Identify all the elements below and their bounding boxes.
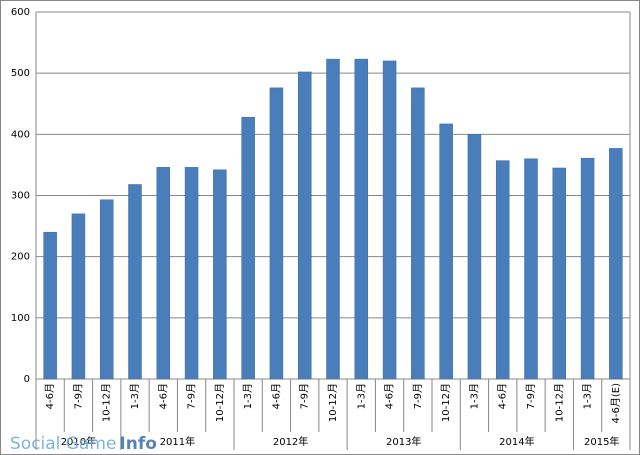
watermark-text: Social Game <box>10 434 116 454</box>
bar <box>411 87 425 380</box>
x-tick-label: 10-12月 <box>101 383 113 422</box>
x-tick-label: 4-6月 <box>384 383 396 409</box>
group-label: 2013年 <box>386 435 421 448</box>
x-tick-label: 10-12月 <box>440 383 452 422</box>
bar <box>297 71 312 380</box>
bar <box>99 199 114 380</box>
bar <box>439 123 453 380</box>
x-tick-label: 7-9月 <box>299 383 311 409</box>
bar <box>467 134 482 380</box>
y-tick-label: 200 <box>11 252 30 263</box>
bar <box>128 184 142 380</box>
bar <box>326 58 340 380</box>
x-tick-label: 1-3月 <box>242 383 254 409</box>
x-tick-label: 1-3月 <box>355 383 367 409</box>
x-tick-label: 1-3月 <box>468 383 480 409</box>
bar <box>184 167 199 380</box>
bar <box>269 87 284 380</box>
bar <box>71 213 86 380</box>
group-label: 2010年 <box>61 435 96 448</box>
x-tick-label: 10-12月 <box>327 383 339 422</box>
y-tick-label: 500 <box>11 68 30 79</box>
y-tick-label: 0 <box>24 374 30 385</box>
bar <box>580 157 595 380</box>
group-label: 2012年 <box>273 435 308 448</box>
bar <box>354 58 369 380</box>
x-tick-label: 1-3月 <box>129 383 141 409</box>
x-tick-label: 4-6月 <box>497 383 509 409</box>
y-tick-label: 300 <box>11 191 30 202</box>
bar <box>524 158 538 380</box>
x-tick-label: 7-9月 <box>525 383 537 409</box>
x-tick-label: 7-9月 <box>72 383 84 409</box>
x-tick-label: 7-9月 <box>186 383 198 409</box>
y-tick-label: 600 <box>11 7 30 18</box>
bar <box>241 116 255 380</box>
x-tick-label: 1-3月 <box>582 383 594 409</box>
watermark-bold: Info <box>119 434 157 454</box>
x-tick-label: 7-9月 <box>412 383 424 409</box>
x-tick-label: 4-6月(E) <box>610 383 622 424</box>
bar <box>552 167 567 380</box>
x-tick-label: 10-12月 <box>553 383 565 422</box>
bar <box>43 231 57 380</box>
bar <box>382 60 397 380</box>
x-tick-label: 10-12月 <box>214 383 226 422</box>
y-tick-label: 100 <box>11 313 30 324</box>
watermark: Social Game Info <box>10 434 157 454</box>
group-label: 2011年 <box>160 435 195 448</box>
group-label: 2014年 <box>499 435 534 448</box>
bar <box>495 160 510 380</box>
x-tick-label: 4-6月 <box>270 383 282 409</box>
bar <box>156 167 171 380</box>
y-tick-label: 400 <box>11 129 30 140</box>
bar <box>213 169 227 380</box>
group-label: 2015年 <box>584 435 619 448</box>
x-tick-label: 4-6月 <box>44 383 56 409</box>
bar <box>609 148 623 380</box>
x-tick-label: 4-6月 <box>157 383 169 409</box>
